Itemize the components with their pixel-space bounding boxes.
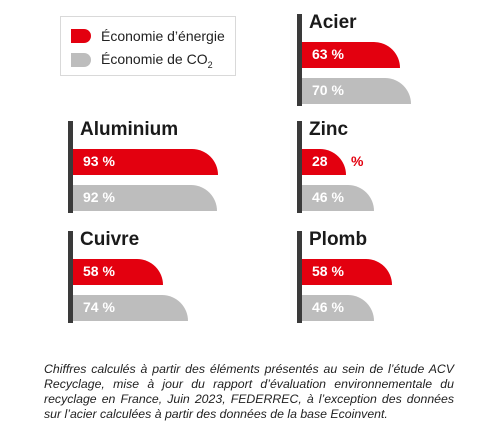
co2-bar: 70 % <box>302 78 411 104</box>
panel-title: Zinc <box>309 119 349 140</box>
energy-bar-label: 28 <box>312 153 328 169</box>
legend-item-co2: Économie de CO2 <box>71 51 213 69</box>
panel-rule <box>68 231 73 323</box>
legend-label-co2-main: Économie de CO <box>101 50 208 67</box>
panel-rule <box>297 14 302 106</box>
energy-bar-label: 93 % <box>83 153 115 169</box>
energy-bar: 63 % <box>302 42 400 68</box>
legend-swatch-energy <box>71 29 91 43</box>
panel-rule <box>297 121 302 213</box>
co2-bar-label: 46 % <box>312 189 344 205</box>
energy-bar: 93 % <box>73 149 218 175</box>
energy-bar-label: 58 % <box>312 263 344 279</box>
energy-bar-unit-label: % <box>351 153 364 169</box>
co2-bar: 92 % <box>73 185 217 211</box>
energy-bar: 28 <box>302 149 346 175</box>
legend-label-co2-sub: 2 <box>207 59 213 70</box>
legend-item-energy: Économie d’énergie <box>71 27 225 45</box>
co2-bar-label: 70 % <box>312 82 344 98</box>
panel-title: Cuivre <box>80 229 140 250</box>
energy-bar-label: 58 % <box>83 263 115 279</box>
legend-label-co2: Économie de CO2 <box>101 51 213 70</box>
panel-title: Aluminium <box>80 119 179 140</box>
energy-bar: 58 % <box>302 259 392 285</box>
panel-rule <box>297 231 302 323</box>
legend-label-energy: Économie d’énergie <box>101 28 225 44</box>
co2-bar-label: 46 % <box>312 299 344 315</box>
footnote: Chiffres calculés à partir des éléments … <box>44 362 454 422</box>
co2-bar: 46 % <box>302 185 374 211</box>
panel-rule <box>68 121 73 213</box>
legend-swatch-co2 <box>71 53 91 67</box>
co2-bar-label: 74 % <box>83 299 115 315</box>
co2-bar: 46 % <box>302 295 374 321</box>
legend: Économie d’énergie Économie de CO2 <box>60 16 236 76</box>
energy-bar: 58 % <box>73 259 163 285</box>
co2-bar-label: 92 % <box>83 189 115 205</box>
panel-title: Acier <box>309 12 357 33</box>
panel-title: Plomb <box>309 229 368 250</box>
co2-bar: 74 % <box>73 295 188 321</box>
energy-bar-label: 63 % <box>312 46 344 62</box>
